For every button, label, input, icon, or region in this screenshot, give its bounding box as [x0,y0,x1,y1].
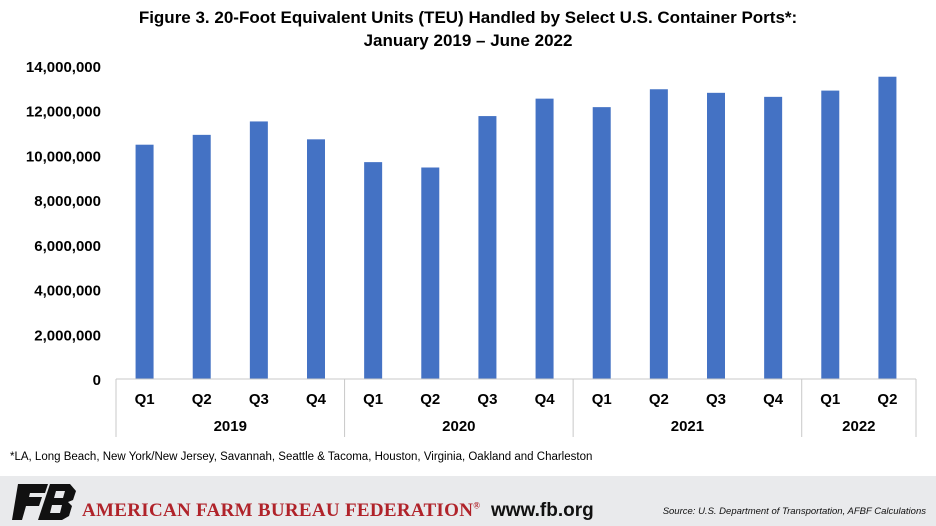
year-group-label: 2020 [442,418,475,435]
year-group-label: 2021 [671,418,704,435]
x-tick-label: Q4 [306,391,327,408]
footnote: *LA, Long Beach, New York/New Jersey, Sa… [10,451,593,463]
organization-name-text: AMERICAN FARM BUREAU FEDERATION [82,500,474,521]
bars [135,76,897,380]
bar [192,134,211,379]
bar [249,121,268,380]
bar [878,76,897,379]
y-tick-label: 6,000,000 [34,238,101,255]
x-tick-label: Q2 [192,391,212,408]
x-tick-label: Q2 [877,391,897,408]
chart-title: Figure 3. 20-Foot Equivalent Units (TEU)… [0,6,936,52]
bar [592,107,611,379]
x-tick-label: Q1 [820,391,840,408]
y-tick-label: 12,000,000 [26,104,101,121]
x-tick-label: Q2 [649,391,669,408]
chart-title-line-1: Figure 3. 20-Foot Equivalent Units (TEU)… [138,8,798,27]
y-tick-label: 10,000,000 [26,148,101,165]
bar [649,89,668,379]
bar [307,139,325,379]
y-tick-label: 4,000,000 [34,283,101,300]
source-note: Source: U.S. Department of Transportatio… [662,506,926,517]
fb-logo-icon [12,484,76,520]
x-tick-label: Q4 [763,391,784,408]
bar [135,144,154,379]
registered-mark: ® [473,500,481,511]
bar [821,90,840,379]
x-tick-label: Q1 [592,391,612,408]
chart-title-line-2: January 2019 – June 2022 [363,31,573,50]
x-tick-label: Q1 [363,391,383,408]
y-tick-label: 2,000,000 [34,327,101,344]
y-tick-label: 14,000,000 [26,59,101,76]
bar [364,162,383,379]
x-tick-label: Q3 [706,391,726,408]
y-tick-label: 8,000,000 [34,193,101,210]
y-tick-label: 0 [93,372,101,389]
x-tick-label: Q4 [535,391,556,408]
organization-name: AMERICAN FARM BUREAU FEDERATION® [82,500,480,522]
bar [478,116,497,379]
website-link[interactable]: www.fb.org [491,500,594,521]
year-group-label: 2022 [842,418,875,435]
x-tick-label: Q1 [135,391,155,408]
bar [421,167,440,379]
bar-chart: 0 2,000,000 4,000,000 6,000,000 8,000,000 10,… [26,59,917,437]
bar [764,96,783,380]
y-axis: 0 2,000,000 4,000,000 6,000,000 8,000,000 10,… [26,59,101,389]
footer: AMERICAN FARM BUREAU FEDERATION® www.fb.… [0,476,936,526]
year-group-label: 2019 [214,418,247,435]
x-tick-label: Q3 [477,391,497,408]
x-tick-label: Q2 [420,391,440,408]
bar [535,98,554,380]
bar [707,92,725,379]
x-tick-label: Q3 [249,391,269,408]
